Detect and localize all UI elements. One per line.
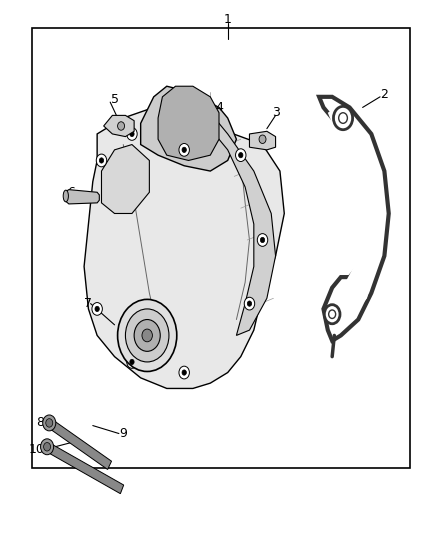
Circle shape	[236, 149, 246, 161]
Polygon shape	[47, 419, 112, 470]
Circle shape	[260, 237, 265, 243]
Circle shape	[43, 415, 56, 431]
Text: 2: 2	[381, 87, 389, 101]
Circle shape	[125, 309, 169, 362]
Circle shape	[182, 147, 186, 152]
Circle shape	[333, 107, 353, 130]
Bar	[32, 28, 410, 468]
Circle shape	[95, 306, 99, 312]
Polygon shape	[328, 108, 380, 325]
Polygon shape	[210, 113, 276, 335]
Ellipse shape	[63, 190, 68, 202]
Circle shape	[324, 305, 340, 324]
Text: 6: 6	[67, 186, 75, 199]
Circle shape	[179, 143, 189, 156]
Polygon shape	[250, 131, 276, 150]
Polygon shape	[158, 86, 219, 160]
Circle shape	[130, 359, 134, 365]
Circle shape	[134, 319, 160, 351]
Circle shape	[117, 122, 124, 130]
Circle shape	[259, 135, 266, 143]
Circle shape	[96, 154, 107, 167]
Circle shape	[247, 301, 252, 306]
Circle shape	[92, 303, 102, 316]
Circle shape	[117, 300, 177, 372]
Polygon shape	[141, 86, 237, 171]
Circle shape	[41, 439, 53, 455]
Circle shape	[257, 233, 268, 246]
Text: 7: 7	[85, 297, 92, 310]
Polygon shape	[102, 144, 149, 214]
Circle shape	[182, 370, 186, 375]
Circle shape	[328, 310, 336, 318]
Circle shape	[130, 131, 134, 136]
Text: 3: 3	[272, 106, 279, 119]
Circle shape	[127, 356, 137, 368]
Text: 1: 1	[224, 13, 232, 27]
Polygon shape	[84, 108, 284, 389]
Circle shape	[244, 297, 254, 310]
Circle shape	[339, 113, 347, 123]
Circle shape	[142, 329, 152, 342]
Circle shape	[46, 419, 53, 427]
Polygon shape	[46, 442, 124, 494]
Circle shape	[44, 442, 50, 451]
Circle shape	[179, 366, 189, 379]
Text: 5: 5	[110, 93, 119, 106]
Text: 9: 9	[119, 427, 127, 440]
Circle shape	[239, 152, 243, 158]
Polygon shape	[104, 115, 134, 136]
Text: 4: 4	[215, 101, 223, 114]
Text: 8: 8	[36, 416, 45, 430]
Circle shape	[99, 158, 104, 163]
Polygon shape	[64, 190, 99, 204]
Text: 10: 10	[28, 443, 44, 456]
Circle shape	[127, 127, 137, 140]
